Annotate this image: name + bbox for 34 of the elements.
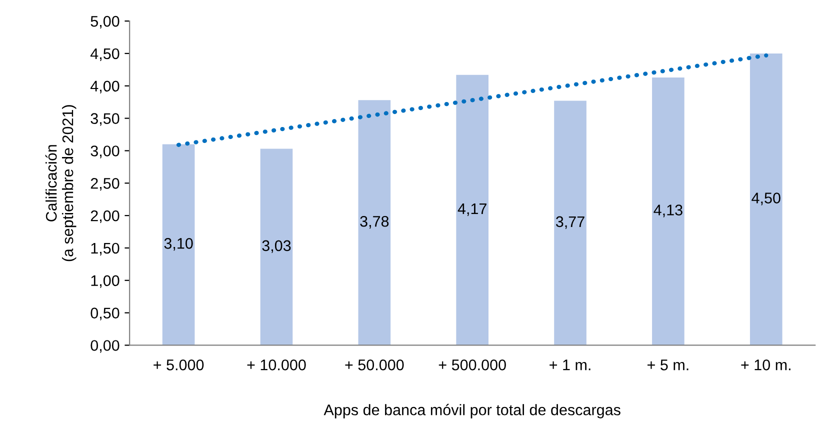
x-tick-label: + 10.000 xyxy=(247,360,306,370)
bar xyxy=(358,100,391,346)
y-tick-label: 5,00 xyxy=(90,16,120,29)
x-tick-label: + 1 m. xyxy=(550,360,590,370)
y-tick-label: 0,00 xyxy=(90,340,120,353)
bar xyxy=(750,53,782,346)
bar xyxy=(260,148,293,346)
data-label: 3,78 xyxy=(360,216,389,229)
x-tick-label: + 500.000 xyxy=(438,360,506,370)
y-axis-title: Calificación (a septiembre de 2021) xyxy=(45,105,76,262)
y-tick-label: 2,50 xyxy=(90,178,120,191)
x-tick-label: + 5.000 xyxy=(154,360,204,370)
bar xyxy=(554,100,586,346)
y-tick-label: 1,50 xyxy=(91,242,120,256)
x-tick-label: + 10 m. xyxy=(741,360,790,370)
y-tick-label: 1,00 xyxy=(91,275,120,288)
y-tick-label: 2,00 xyxy=(90,210,120,224)
x-axis-title: Apps de banca móvil por total de descargas xyxy=(324,404,620,418)
y-tick-label: 0,50 xyxy=(90,308,120,320)
bar xyxy=(456,74,488,346)
data-label: 3,77 xyxy=(556,216,584,229)
y-tick-label: 4,50 xyxy=(90,48,120,61)
x-tick-label: + 50.000 xyxy=(345,360,404,370)
y-tick-label: 3,00 xyxy=(90,146,120,158)
bar xyxy=(162,144,195,346)
data-label: 4,13 xyxy=(654,204,682,218)
y-tick-label: 4,00 xyxy=(90,80,120,94)
data-label: 3,03 xyxy=(262,240,291,253)
y-tick-label: 3,50 xyxy=(90,113,120,126)
data-label: 4,17 xyxy=(458,203,486,216)
x-tick-label: + 5 m. xyxy=(648,360,688,370)
data-label: 3,10 xyxy=(164,238,193,251)
data-label: 4,50 xyxy=(752,192,780,206)
bar xyxy=(652,77,684,346)
